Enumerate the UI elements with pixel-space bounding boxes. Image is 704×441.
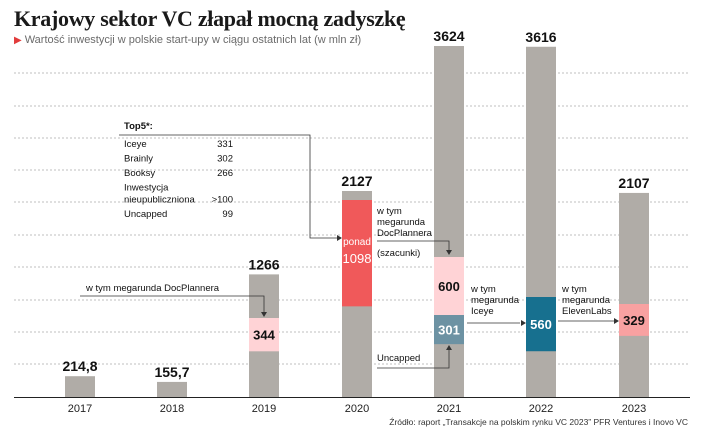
top5-title: Top5*: (124, 121, 153, 132)
top5-item-name2-3: nieupubliczniona (124, 195, 195, 206)
arrow-elevenlabs (614, 318, 619, 324)
segment-2023-329 (619, 304, 649, 336)
annotation-docplanner-2021-2: DocPlannera (377, 228, 433, 239)
annotation-iceye-2: Iceye (471, 306, 494, 317)
top5-item-value-4: 99 (222, 209, 233, 220)
segments-layer: 344 ponad 1098 600 301 560 329 (249, 200, 649, 352)
labels-layer: 214,8 2017 155,7 2018 1266 2019 2127 2020 3624 20… (62, 28, 649, 415)
segment-2019-344 (249, 318, 279, 352)
annotation-docplanner-2019: w tym megarunda DocPlannera (85, 283, 220, 294)
annotations-layer: w tym megarunda DocPlannera Top5*: Iceye 33… (80, 121, 619, 369)
value-label-2021: 3624 (433, 28, 464, 44)
source-note: Źródło: raport „Transakcje na polskim ry… (389, 417, 688, 427)
top5-item-value-3: >100 (212, 195, 233, 206)
chart-subtitle: ▶ Wartość inwestycji w polskie start-upy … (14, 34, 361, 46)
segment-prefix-2020: ponad (343, 237, 371, 248)
bar-2023 (619, 192, 649, 397)
top5-item-name-3: Inwestycja (124, 183, 169, 194)
segment-2021-301 (434, 315, 464, 345)
annotation-elevenlabs-0: w tym (561, 284, 587, 295)
annotation-iceye-1: megarunda (471, 295, 520, 306)
category-label-2018: 2018 (160, 403, 184, 415)
segment-label-2023-329: 329 (623, 313, 645, 328)
arrow-docplanner-2019 (261, 312, 267, 317)
chart-title: Krajowy sektor VC złapał mocną zadyszkę (14, 6, 406, 31)
segment-2022-560 (526, 297, 556, 352)
top5-item-value-2: 266 (217, 168, 233, 179)
chart-subtitle-text: Wartość inwestycji w polskie start-upy w… (24, 34, 362, 46)
category-label-2023: 2023 (622, 403, 646, 415)
segment-label-2021-600: 600 (438, 279, 460, 294)
segment-label-2022-560: 560 (530, 317, 552, 332)
annotation-elevenlabs-2: ElevenLabs (562, 306, 612, 317)
segment-label-2021-301: 301 (438, 323, 460, 338)
arrow-top5 (337, 235, 342, 241)
category-label-2020: 2020 (345, 403, 369, 415)
value-label-2020: 2127 (341, 173, 372, 189)
annotation-elevenlabs-1: megarunda (562, 295, 611, 306)
value-label-2018: 155,7 (154, 364, 189, 380)
category-label-2019: 2019 (252, 403, 276, 415)
annotation-uncapped: Uncapped (377, 353, 420, 364)
bar-2017 (65, 376, 95, 397)
top5-item-name-0: Iceye (124, 139, 147, 150)
value-label-2019: 1266 (248, 256, 279, 272)
leader-top5 (119, 134, 337, 239)
top5-item-name-2: Booksy (124, 168, 155, 179)
arrow-docplanner-2021 (446, 250, 452, 255)
annotation-iceye-0: w tym (470, 284, 496, 295)
arrow-iceye (521, 320, 526, 326)
annotation-docplanner-2021-0: w tym (376, 206, 402, 217)
value-label-2022: 3616 (525, 29, 556, 45)
bar-2021 (434, 46, 464, 397)
category-label-2017: 2017 (68, 403, 92, 415)
arrow-uncapped (446, 345, 452, 350)
top5-item-name-1: Brainly (124, 154, 153, 165)
top5-item-value-1: 302 (217, 154, 233, 165)
segment-label-2020-1098: 1098 (343, 251, 372, 266)
leader-docplanner-2019 (80, 295, 265, 312)
annotation-docplanner-2021-1: megarunda (377, 217, 426, 228)
top5-item-value-0: 331 (217, 139, 233, 150)
bar-2018 (157, 381, 187, 397)
top5-item-name-4: Uncapped (124, 209, 167, 220)
leader-uncapped (377, 350, 450, 369)
value-label-2017: 214,8 (62, 358, 97, 374)
annotation-szacunki: (szacunki) (377, 248, 420, 259)
segment-2021-600 (434, 257, 464, 316)
segment-2020-1098 (342, 200, 372, 307)
leader-docplanner-2021 (377, 240, 450, 250)
category-label-2022: 2022 (529, 403, 553, 415)
category-label-2021: 2021 (437, 403, 461, 415)
value-label-2023: 2107 (618, 175, 649, 191)
triangle-icon: ▶ (14, 35, 22, 46)
segment-label-2019-344: 344 (253, 328, 275, 343)
